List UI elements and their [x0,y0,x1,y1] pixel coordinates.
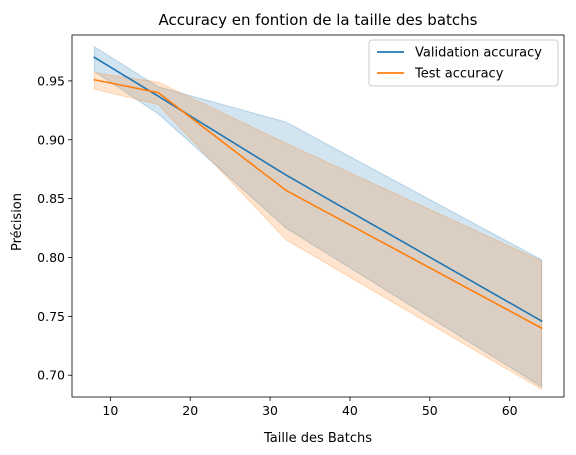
y-axis-label: Précision [10,193,25,251]
legend-label-series-2: Test accuracy [414,67,504,82]
legend: Validation accuracy Test accuracy [368,39,559,87]
x-tick-label: 10 [102,403,118,418]
x-tick-label: 50 [422,403,438,418]
confidence-band-series-1 [93,45,543,388]
x-tick-label: 20 [182,403,198,418]
confidence-band-series-2 [93,72,543,391]
chart-title: Accuracy en fontion de la taille des bat… [159,11,478,29]
y-tick-label: 0.95 [37,73,65,88]
x-tick-label: 40 [342,403,358,418]
x-tick-label: 60 [502,403,518,418]
y-tick-label: 0.80 [37,250,65,265]
legend-label-series-1: Validation accuracy [415,46,542,61]
line-series-1 [93,56,543,323]
y-tick-label: 0.70 [37,368,65,383]
y-tick-label: 0.90 [37,132,65,147]
y-tick-label: 0.75 [37,309,65,324]
x-axis-label: Taille des Batchs [263,431,372,446]
y-tick-label: 0.85 [37,191,65,206]
line-series-2 [93,78,543,330]
legend-box [368,39,559,87]
axes-frame [71,34,565,398]
plot-area: 10 20 30 40 50 60 0.70 0.75 0.80 0.85 0.90 0.95 [37,34,565,418]
x-tick-label: 30 [262,403,278,418]
